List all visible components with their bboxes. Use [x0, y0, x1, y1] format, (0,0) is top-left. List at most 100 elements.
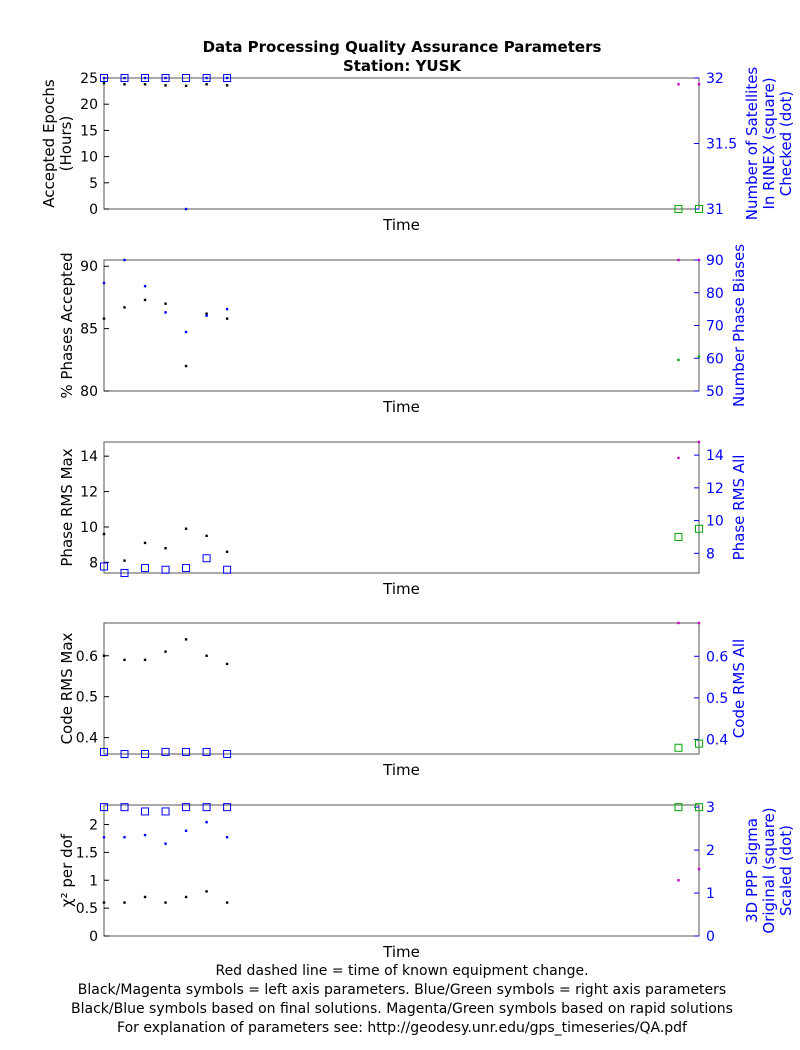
plot-frame [103, 804, 700, 937]
plot-frame [103, 259, 700, 392]
data-dot [184, 895, 188, 899]
data-dot [164, 311, 167, 314]
footer-line-3: Black/Blue symbols based on final soluti… [71, 1001, 733, 1017]
data-square [223, 750, 232, 758]
data-dot [164, 650, 167, 653]
data-dot [225, 901, 229, 904]
data-dot [164, 842, 167, 845]
data-square [182, 803, 191, 812]
data-square [223, 565, 232, 574]
left-axis-label: (Hours) [57, 116, 75, 172]
left-tick-label: 0 [89, 202, 98, 218]
data-square [120, 803, 129, 812]
right-tick-label: 31 [706, 202, 724, 218]
data-dot [697, 258, 701, 262]
data-dot [123, 658, 126, 662]
left-tick-label: 2 [89, 818, 98, 834]
right-tick-label: 2 [706, 843, 715, 859]
data-square [161, 565, 170, 574]
data-dot [123, 901, 126, 904]
data-dot [102, 836, 106, 839]
panel-1: 0 5 10 15 20 25 31 31.5 32 Time Accepted Epochs (Ho… [40, 67, 795, 234]
data-dot [205, 76, 208, 80]
data-dot [697, 355, 701, 358]
right-tick-label: 10 [706, 514, 724, 530]
data-dot [184, 364, 188, 368]
left-tick-label: 14 [80, 449, 98, 465]
left-tick-label: 1.5 [76, 845, 98, 861]
data-square [223, 803, 232, 812]
right-tick-label: 12 [706, 481, 724, 497]
data-dot [225, 836, 229, 839]
data-dot [143, 76, 147, 80]
data-square [120, 74, 129, 82]
right-tick-label: 60 [706, 351, 724, 367]
data-dot [184, 330, 188, 334]
right-axis-label: 3D PPP Sigma [743, 818, 761, 923]
data-square [161, 74, 170, 82]
right-tick-label: 0.6 [706, 649, 728, 665]
left-axis-label: % Phases Accepted [58, 252, 76, 398]
panel-5: 0 0.5 1 1.5 2 0 1 2 3 Time χ² per dof 3D PPP Sigma O… [58, 800, 795, 961]
right-tick-label: 0.4 [706, 732, 728, 748]
x-axis-label: Time [382, 216, 420, 234]
plot-frame [103, 441, 700, 574]
data-square [674, 803, 683, 812]
footer: Red dashed line = time of known equipmen… [71, 963, 733, 1036]
data-dot [697, 440, 701, 444]
x-axis-label: Time [382, 761, 420, 779]
data-square [695, 803, 703, 812]
left-tick-label: 0.5 [76, 901, 98, 917]
data-square [120, 750, 129, 758]
left-tick-label: 85 [80, 322, 98, 338]
right-axis-label: Code RMS All [730, 639, 748, 738]
data-dot [697, 867, 701, 871]
left-tick-label: 25 [80, 71, 98, 87]
data-dot [677, 879, 680, 882]
data-dot [205, 654, 208, 657]
data-dot [102, 76, 106, 80]
data-dot [205, 890, 208, 893]
data-dot [123, 76, 126, 80]
panel-4: 0.4 0.5 0.6 0.4 0.5 0.6 Time Code RMS Max Code R… [58, 621, 748, 779]
left-axis-label: Code RMS Max [58, 632, 76, 744]
data-square [202, 803, 211, 812]
data-dot [225, 662, 229, 666]
data-dot [164, 302, 167, 305]
data-dot [205, 314, 208, 317]
data-dot [102, 317, 106, 320]
data-dot [184, 527, 188, 530]
data-dot [225, 307, 229, 311]
right-tick-label: 70 [706, 319, 724, 335]
data-square [141, 750, 150, 758]
chart-title: Data Processing Quality Assurance Parame… [203, 38, 602, 56]
right-tick-label: 80 [706, 286, 724, 302]
data-dot [677, 83, 680, 86]
left-axis-label: Phase RMS Max [58, 448, 76, 566]
right-tick-label: 31.5 [706, 137, 737, 153]
data-dot [164, 84, 167, 87]
right-axis-label: Scaled (dot) [777, 825, 795, 916]
data-square [695, 739, 703, 748]
panel-2: 80 85 90 50 60 70 80 90 Time % Phases Accepted Num… [58, 244, 748, 416]
data-square [141, 564, 150, 573]
data-dot [697, 621, 701, 625]
data-square [202, 747, 211, 756]
left-tick-label: 0 [89, 929, 98, 945]
data-dot [184, 638, 188, 641]
data-dot [123, 258, 126, 262]
data-dot [225, 317, 229, 320]
data-square [695, 205, 703, 213]
data-dot [184, 84, 188, 88]
data-dot [205, 83, 208, 86]
data-dot [143, 833, 147, 837]
data-dot [225, 84, 229, 87]
footer-line-4: For explanation of parameters see: http:… [117, 1020, 688, 1036]
x-axis-label: Time [382, 398, 420, 416]
data-dot [102, 654, 106, 657]
data-dot [164, 901, 167, 904]
data-square [161, 747, 170, 756]
data-dot [102, 281, 106, 285]
